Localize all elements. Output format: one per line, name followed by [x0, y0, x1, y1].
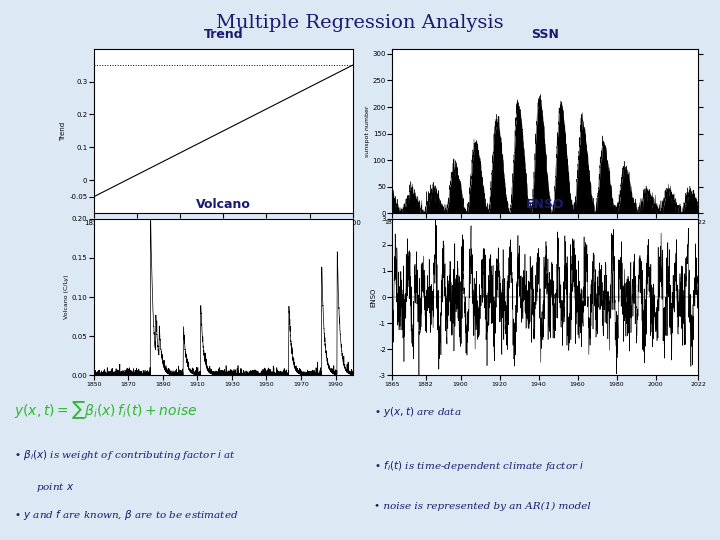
Text: • noise is represented by an AR(1) model: • noise is represented by an AR(1) model: [374, 502, 591, 511]
Text: Trend: Trend: [203, 28, 243, 40]
Text: • $y$ and $f$ are known, $\beta$ are to be estimated: • $y$ and $f$ are known, $\beta$ are to …: [14, 508, 239, 522]
Text: Volcano: Volcano: [196, 198, 251, 211]
Text: ENSO: ENSO: [526, 198, 564, 211]
Y-axis label: sunspot number: sunspot number: [365, 105, 370, 157]
Y-axis label: Trend: Trend: [60, 122, 66, 140]
Y-axis label: Volcano (C/Ly): Volcano (C/Ly): [64, 275, 69, 319]
Text: • $y(x,t)$ are data: • $y(x,t)$ are data: [374, 405, 462, 419]
Text: SSN: SSN: [531, 28, 559, 40]
Text: • $\beta_i(x)$ is weight of contributing factor $i$ at: • $\beta_i(x)$ is weight of contributing…: [14, 448, 236, 462]
Y-axis label: ENSO: ENSO: [370, 287, 377, 307]
Text: $y(x,t) = \sum \beta_i(x)\,f_i(t) + noise$: $y(x,t) = \sum \beta_i(x)\,f_i(t) + nois…: [14, 400, 197, 421]
Text: Multiple Regression Analysis: Multiple Regression Analysis: [216, 14, 504, 31]
Text: point $x$: point $x$: [36, 481, 75, 494]
Text: • $f_i(t)$ is time-dependent climate factor $i$: • $f_i(t)$ is time-dependent climate fac…: [374, 459, 585, 473]
